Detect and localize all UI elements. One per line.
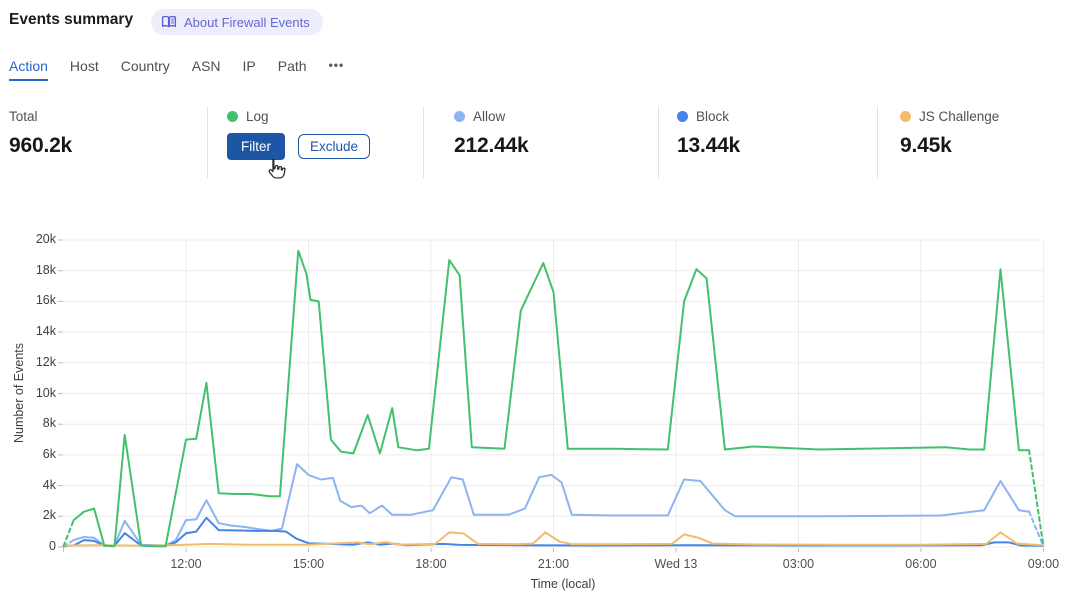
tab-path[interactable]: Path xyxy=(278,58,307,81)
exclude-button[interactable]: Exclude xyxy=(298,134,371,159)
stat-card-log[interactable]: Log Filter Exclude xyxy=(227,108,371,160)
y-axis-title: Number of Events xyxy=(12,342,26,444)
stat-divider xyxy=(207,106,208,178)
x-tick-label: 09:00 xyxy=(1027,557,1060,571)
x-tick-label: Wed 13 xyxy=(654,557,698,571)
y-tick-label: 2k xyxy=(42,508,56,523)
series-line-allow-dashed xyxy=(1028,510,1045,548)
y-tick-label: 18k xyxy=(35,262,56,277)
stat-card-total: Total 960.2k xyxy=(9,108,72,158)
stat-divider xyxy=(877,106,878,178)
stat-value-allow: 212.44k xyxy=(454,134,529,157)
legend-dot-block xyxy=(677,110,688,122)
stat-divider xyxy=(423,106,424,178)
legend-dot-js-challenge xyxy=(900,110,911,122)
legend-dot-log xyxy=(227,110,238,122)
stat-card-block[interactable]: Block 13.44k xyxy=(677,108,740,158)
y-tick-label: 16k xyxy=(35,293,56,308)
tab-ip[interactable]: IP xyxy=(243,58,256,81)
y-tick-label: 14k xyxy=(35,324,56,339)
x-tick-label: 12:00 xyxy=(170,557,202,571)
x-tick-label: 03:00 xyxy=(782,557,815,571)
tab-action[interactable]: Action xyxy=(9,58,48,81)
page-title: Events summary xyxy=(9,11,134,28)
x-tick-label: 06:00 xyxy=(905,557,937,571)
series-line-block xyxy=(72,516,1045,547)
series-line-log xyxy=(72,249,1031,548)
y-tick-label: 6k xyxy=(42,446,56,461)
hand-cursor-icon xyxy=(268,158,286,179)
dimension-tabs: Action Host Country ASN IP Path ••• xyxy=(9,58,344,81)
about-label: About Firewall Events xyxy=(184,14,310,30)
stat-value-block: 13.44k xyxy=(677,134,741,157)
series-line-log-dashed xyxy=(62,519,75,548)
book-icon xyxy=(161,15,177,28)
tab-country[interactable]: Country xyxy=(121,58,170,81)
stat-value-total: 960.2k xyxy=(9,134,73,157)
about-firewall-events-link[interactable]: About Firewall Events xyxy=(151,9,323,35)
filter-button[interactable]: Filter xyxy=(227,133,285,160)
stat-divider xyxy=(658,106,659,178)
y-tick-label: 8k xyxy=(42,416,56,431)
x-tick-label: 18:00 xyxy=(415,557,447,571)
x-axis-title: Time (local) xyxy=(530,577,596,591)
tab-more[interactable]: ••• xyxy=(329,58,345,80)
stat-card-allow[interactable]: Allow 212.44k xyxy=(454,108,529,158)
stat-label-js-challenge: JS Challenge xyxy=(919,108,1000,124)
legend-dot-allow xyxy=(454,110,465,122)
series-line-js-challenge xyxy=(62,531,1045,547)
stat-label-allow: Allow xyxy=(473,108,506,124)
series-line-allow xyxy=(72,463,1031,547)
y-tick-label: 4k xyxy=(42,477,56,492)
series-line-log-dashed xyxy=(1028,449,1045,548)
y-tick-label: 0 xyxy=(49,539,56,553)
stat-label-log: Log xyxy=(246,108,269,124)
series-line-allow-dashed xyxy=(62,539,75,548)
stat-label-block: Block xyxy=(696,108,730,124)
tab-host[interactable]: Host xyxy=(70,58,99,81)
tab-asn[interactable]: ASN xyxy=(192,58,221,81)
y-tick-label: 10k xyxy=(35,385,56,400)
x-tick-label: 21:00 xyxy=(537,557,570,571)
stat-value-js-challenge: 9.45k xyxy=(900,134,952,157)
x-tick-label: 15:00 xyxy=(292,557,325,571)
series-line-block-dashed xyxy=(62,544,75,548)
stat-card-js-challenge[interactable]: JS Challenge 9.45k xyxy=(900,108,999,158)
y-tick-label: 12k xyxy=(35,354,56,369)
stat-label-total: Total xyxy=(9,108,38,124)
y-tick-label: 20k xyxy=(35,232,56,246)
